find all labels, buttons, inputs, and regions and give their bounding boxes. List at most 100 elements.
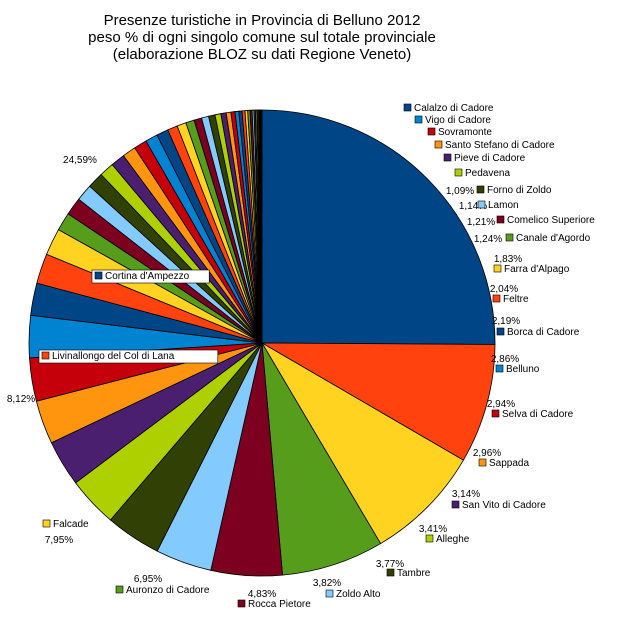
name-label-rocca-pietore: Rocca Pietore — [237, 599, 311, 610]
name-label-canale-d-agordo: Canale d'Agordo — [505, 233, 591, 244]
legend-swatch — [403, 103, 412, 112]
pie-slice-livinallongo-del-col-di-lana — [260, 342, 496, 461]
pct-label-feltre: 2,04% — [490, 284, 518, 295]
label-box — [91, 269, 210, 284]
name-label-alleghe: Alleghe — [425, 534, 470, 545]
slice-name: Livinallongo del Col di Lana — [52, 351, 175, 362]
name-label-santo-stefano-di-cadore: Santo Stefano di Cadore — [434, 140, 555, 151]
name-label-livinallongo-del-col-di-lana: Livinallongo del Col di Lana — [38, 349, 219, 364]
pct-label-forno-di-zoldo: 1,09% — [446, 186, 474, 197]
name-label-sovramonte: Sovramonte — [427, 127, 492, 138]
name-label-borca-di-cadore: Borca di Cadore — [496, 327, 580, 338]
slice-name: Pedavena — [465, 168, 510, 179]
pct-label-lamon: 1,14% — [459, 201, 487, 212]
pie-slices — [28, 109, 496, 577]
name-label-sappada: Sappada — [478, 458, 529, 469]
pie-slice-cortina-d-ampezzo — [261, 109, 496, 345]
name-label-san-vito-di-cadore: San Vito di Cadore — [451, 500, 546, 511]
slice-name: Forno di Zoldo — [487, 185, 552, 196]
name-label-cortina-d-ampezzo: Cortina d'Ampezzo — [91, 269, 210, 284]
pct-label-borca-di-cadore: 2,19% — [492, 316, 520, 327]
name-label-pedavena: Pedavena — [454, 168, 510, 179]
legend-swatch — [425, 534, 434, 543]
slice-name: Santo Stefano di Cadore — [445, 140, 555, 151]
legend-swatch — [451, 500, 460, 509]
pct-label-auronzo-di-cadore: 6,95% — [134, 574, 162, 585]
slice-name: Cortina d'Ampezzo — [105, 271, 190, 282]
legend-swatch — [495, 364, 504, 373]
slice-name: Feltre — [503, 294, 529, 305]
pct-label-zoldo-alto: 3,82% — [313, 578, 341, 589]
name-label-lamon: Lamon — [477, 200, 519, 211]
pct-label-tambre: 3,77% — [376, 559, 404, 570]
legend-swatch — [115, 585, 124, 594]
legend-swatch — [414, 115, 423, 124]
slice-name: Rocca Pietore — [248, 599, 311, 610]
legend-swatch — [386, 568, 395, 577]
legend-swatch — [496, 215, 505, 224]
name-label-belluno: Belluno — [495, 364, 540, 375]
slice-name: San Vito di Cadore — [462, 500, 546, 511]
name-label-calalzo-di-cadore: Calalzo di Cadore — [403, 103, 494, 114]
slice-name: Belluno — [506, 364, 540, 375]
legend-swatch — [505, 233, 514, 242]
name-label-vigo-di-cadore: Vigo di Cadore — [414, 115, 491, 126]
pct-label-canale-d-agordo: 1,24% — [474, 234, 502, 245]
pct-label-sappada: 2,96% — [473, 448, 501, 459]
chart-title-line-2: peso % di ogni singolo comune sul totale… — [88, 29, 436, 46]
pie-slice-auronzo-di-cadore — [261, 342, 382, 576]
pct-label-comelico-superiore: 1,21% — [467, 217, 495, 228]
slice-name: Comelico Superiore — [507, 215, 595, 226]
name-label-farra-d-alpago: Farra d'Alpago — [493, 264, 570, 275]
name-label-comelico-superiore: Comelico Superiore — [496, 215, 595, 226]
slice-name: Pieve di Cadore — [454, 153, 526, 164]
pct-label-cortina-d-ampezzo: 24,59% — [63, 155, 97, 166]
name-label-tambre: Tambre — [386, 568, 431, 579]
slice-name: Calalzo di Cadore — [414, 103, 494, 114]
legend-swatch — [237, 599, 246, 608]
pct-label-belluno: 2,86% — [491, 354, 519, 365]
legend-swatch — [478, 458, 487, 467]
slice-name: Auronzo di Cadore — [126, 585, 210, 596]
pct-label-livinallongo-del-col-di-lana: 8,12% — [7, 394, 35, 405]
slice-name: Canale d'Agordo — [516, 233, 591, 244]
label-box — [38, 349, 219, 364]
legend-swatch — [325, 589, 334, 598]
name-label-selva-di-cadore: Selva di Cadore — [491, 409, 574, 420]
name-label-zoldo-alto: Zoldo Alto — [325, 589, 381, 600]
legend-swatch — [491, 409, 500, 418]
slice-name: Borca di Cadore — [507, 327, 580, 338]
slice-name: Farra d'Alpago — [504, 264, 570, 275]
slice-name: Zoldo Alto — [336, 589, 381, 600]
legend-swatch — [493, 264, 502, 273]
slice-name: Lamon — [488, 200, 519, 211]
legend-swatch — [42, 519, 51, 528]
pct-label-rocca-pietore: 4,83% — [248, 589, 276, 600]
legend-swatch — [443, 153, 452, 162]
name-label-forno-di-zoldo: Forno di Zoldo — [476, 185, 552, 196]
legend-swatch — [434, 140, 443, 149]
name-label-falcade: Falcade — [42, 519, 89, 530]
name-label-auronzo-di-cadore: Auronzo di Cadore — [115, 585, 210, 596]
slice-name: Tambre — [397, 568, 431, 579]
slice-name: Sappada — [489, 458, 529, 469]
legend-swatch — [496, 327, 505, 336]
chart-title-line-3: (elaborazione BLOZ su dati Regione Venet… — [113, 46, 412, 63]
name-label-pieve-di-cadore: Pieve di Cadore — [443, 153, 526, 164]
legend-swatch — [477, 200, 486, 209]
legend-swatch — [476, 185, 485, 194]
pct-label-san-vito-di-cadore: 3,14% — [452, 489, 480, 500]
chart-title-line-1: Presenze turistiche in Provincia di Bell… — [104, 12, 421, 29]
slice-name: Vigo di Cadore — [425, 115, 491, 126]
legend-swatch — [41, 351, 50, 360]
pct-label-farra-d-alpago: 1,83% — [494, 254, 522, 265]
slice-name: Alleghe — [436, 534, 470, 545]
pie-slice-falcade — [260, 341, 464, 545]
legend-swatch — [454, 168, 463, 177]
slice-name: Sovramonte — [438, 127, 492, 138]
slice-name: Selva di Cadore — [502, 409, 574, 420]
pie-slice-49 — [260, 109, 263, 344]
legend-swatch — [94, 271, 103, 280]
legend-swatch — [427, 127, 436, 136]
